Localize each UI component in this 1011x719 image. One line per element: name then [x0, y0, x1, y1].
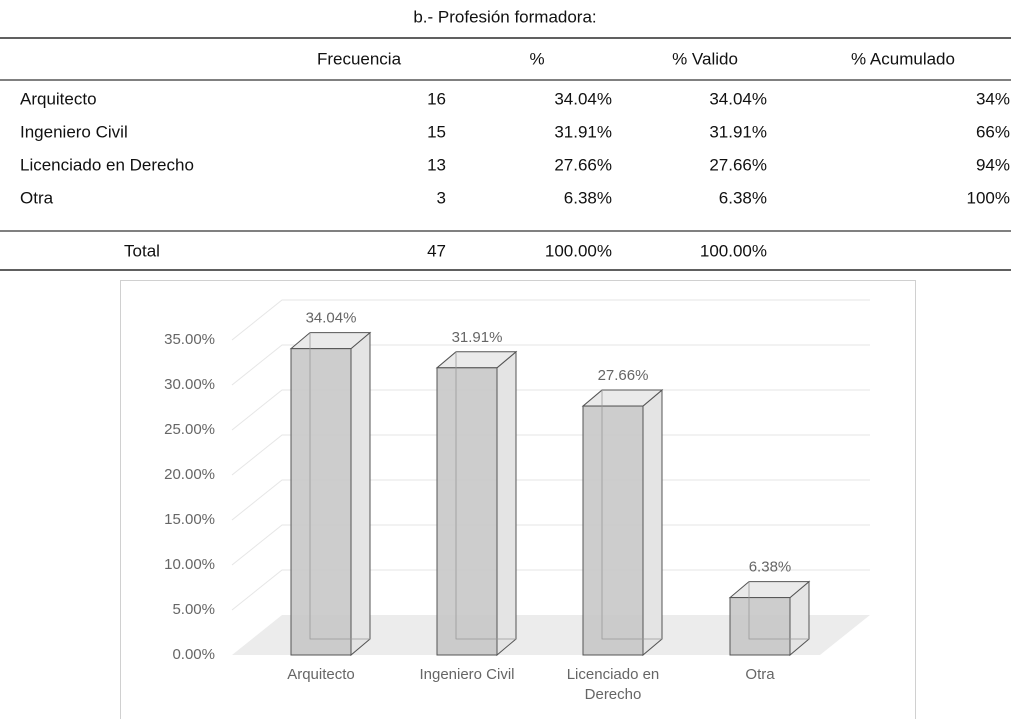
- cell: 6.38%: [719, 188, 767, 207]
- cell: 3: [437, 188, 446, 207]
- y-tick-label: 0.00%: [172, 646, 215, 663]
- grid-line: [231, 569, 870, 611]
- row-label: Licenciado en Derecho: [20, 155, 194, 174]
- value-label: 34.04%: [306, 310, 357, 327]
- cell: 34.04%: [709, 89, 767, 108]
- y-tick-label: 25.00%: [164, 421, 215, 438]
- cell: 16: [427, 89, 446, 108]
- bar: [290, 348, 352, 656]
- y-tick-label: 15.00%: [164, 511, 215, 528]
- grid-line: [231, 524, 870, 566]
- cell: 27.66%: [709, 155, 767, 174]
- cell: 100.00%: [545, 241, 612, 260]
- cell: 66%: [976, 122, 1010, 141]
- x-tick-label: Arquitecto: [287, 666, 355, 683]
- value-label: 6.38%: [749, 559, 792, 576]
- value-label: 31.91%: [452, 329, 503, 346]
- bar-side: [642, 388, 663, 657]
- row-label: Ingeniero Civil: [20, 122, 128, 141]
- y-tick-label: 30.00%: [164, 376, 215, 393]
- cell: 34.04%: [554, 89, 612, 108]
- grid-line: [231, 434, 870, 476]
- y-tick-label: 5.00%: [172, 601, 215, 618]
- chart: 0.00% 5.00% 10.00% 15.00% 20.00% 25.00% 30.00%…: [164, 299, 870, 703]
- y-tick-label: 20.00%: [164, 466, 215, 483]
- bar: [582, 405, 644, 656]
- cell: 6.38%: [564, 188, 612, 207]
- cell: 100.00%: [700, 241, 767, 260]
- bar: [729, 597, 791, 656]
- bar-edge: [455, 351, 516, 640]
- column-header: % Acumulado: [851, 49, 955, 68]
- grid-line: [231, 344, 870, 386]
- bar-side: [350, 331, 371, 657]
- cell: 94%: [976, 155, 1010, 174]
- cell: 31.91%: [554, 122, 612, 141]
- column-header: Frecuencia: [317, 49, 402, 68]
- x-tick-label: Ingeniero Civil: [419, 666, 514, 683]
- total-label: Total: [124, 241, 160, 260]
- row-label: Arquitecto: [20, 89, 97, 108]
- y-tick-label: 35.00%: [164, 331, 215, 348]
- cell: 47: [427, 241, 446, 260]
- cell: 31.91%: [709, 122, 767, 141]
- column-header: % Valido: [672, 49, 738, 68]
- grid-line: [231, 389, 870, 431]
- y-tick-label: 10.00%: [164, 556, 215, 573]
- table-title: b.- Profesión formadora:: [413, 7, 596, 26]
- grid-line: [231, 299, 870, 341]
- x-tick-label: Otra: [745, 666, 775, 683]
- row-label: Otra: [20, 188, 54, 207]
- cell: 15: [427, 122, 446, 141]
- bar-edge: [601, 390, 662, 640]
- bar: [436, 367, 498, 656]
- cell: 27.66%: [554, 155, 612, 174]
- grid-line: [231, 479, 870, 521]
- cell: 34%: [976, 89, 1010, 108]
- floor: [232, 615, 870, 655]
- value-label: 27.66%: [598, 367, 649, 384]
- x-tick-label: Licenciado en Derecho: [567, 666, 660, 703]
- bar-side: [496, 350, 517, 657]
- bar-edge: [748, 581, 809, 640]
- column-header: %: [529, 49, 544, 68]
- cell: 100%: [967, 188, 1010, 207]
- bar-edge: [309, 332, 370, 640]
- cell: 13: [427, 155, 446, 174]
